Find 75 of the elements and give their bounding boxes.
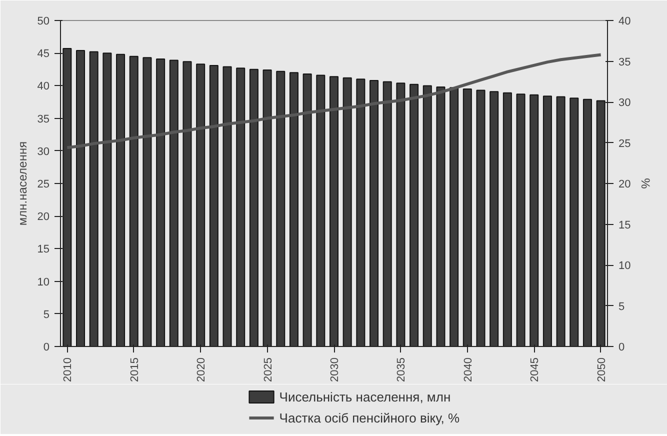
- bar: [262, 70, 272, 346]
- bar: [276, 70, 286, 346]
- bar: [490, 91, 499, 346]
- bar: [169, 60, 178, 346]
- bar: [236, 68, 246, 346]
- y-tick-label: 15: [37, 244, 50, 256]
- bar: [542, 96, 552, 346]
- bar: [222, 66, 232, 346]
- y-tick-label: 5: [43, 308, 50, 321]
- bar: [116, 54, 126, 346]
- bar: [76, 50, 86, 346]
- bar: [316, 74, 326, 346]
- y2-tick-label: 15: [618, 219, 631, 232]
- x-tick-label: 2010: [62, 357, 74, 382]
- y2-tick-label: 20: [618, 178, 631, 190]
- bar: [342, 77, 352, 346]
- x-tick-label: 2015: [128, 357, 141, 382]
- bar: [502, 92, 512, 346]
- y2-tick-label: 25: [618, 138, 631, 150]
- y2-tick-label: 10: [618, 260, 631, 272]
- legend-label: Частка осіб пенсійного віку, %: [279, 410, 460, 426]
- bar: [462, 88, 472, 346]
- y-tick-label: 25: [37, 178, 50, 190]
- y-tick-label: 45: [37, 48, 50, 60]
- y-tick-label: 10: [37, 276, 50, 288]
- line-series: [66, 53, 602, 150]
- bar: [516, 94, 526, 346]
- bar: [570, 98, 579, 346]
- y2-tick-label: 0: [618, 342, 625, 354]
- y-tick-label: 20: [37, 211, 50, 224]
- bar: [436, 86, 446, 346]
- bar: [196, 64, 206, 346]
- x-tick-label: 2035: [396, 357, 408, 382]
- bar: [596, 100, 606, 346]
- bar: [249, 68, 258, 346]
- bar: [102, 52, 112, 346]
- y-tick-label: 35: [37, 113, 50, 126]
- bar: [476, 90, 486, 346]
- y-tick-label: 0: [43, 342, 50, 354]
- bar: [556, 96, 566, 346]
- x-tick-label: 2050: [596, 357, 608, 382]
- y2-tick-label: 30: [618, 97, 631, 109]
- y-tick-label: 40: [37, 80, 50, 93]
- x-tick-label: 2025: [262, 357, 274, 382]
- bar: [156, 58, 166, 346]
- x-tick-label: 2045: [529, 357, 542, 382]
- y2-tick-label: 35: [618, 56, 631, 68]
- bar: [410, 84, 419, 346]
- y-tick-label: 30: [37, 146, 50, 158]
- y2-axis-title: %: [638, 178, 653, 190]
- bar: [382, 81, 392, 346]
- bar: [330, 76, 338, 346]
- bar: [450, 87, 459, 346]
- x-tick-label: 2020: [196, 357, 208, 382]
- bar: [370, 80, 379, 346]
- bar: [582, 98, 592, 346]
- bar: [422, 85, 432, 346]
- x-tick-label: 2030: [329, 357, 341, 382]
- bar: [530, 94, 539, 346]
- bar: [62, 48, 72, 346]
- bar: [129, 56, 138, 346]
- bar: [209, 64, 218, 346]
- bar: [142, 57, 152, 346]
- y-axis-title: млн.населення: [15, 141, 30, 226]
- y2-tick-label: 40: [618, 16, 631, 28]
- legend-label: Чисельність населення, млн: [279, 390, 451, 404]
- y2-tick-label: 5: [618, 300, 625, 313]
- x-tick-label: 2040: [462, 357, 474, 382]
- bar: [302, 73, 312, 346]
- bar: [396, 82, 406, 346]
- bar: [289, 72, 298, 346]
- bar: [89, 51, 98, 346]
- y-tick-label: 50: [37, 16, 50, 28]
- bar: [182, 61, 192, 346]
- bar: [356, 78, 366, 346]
